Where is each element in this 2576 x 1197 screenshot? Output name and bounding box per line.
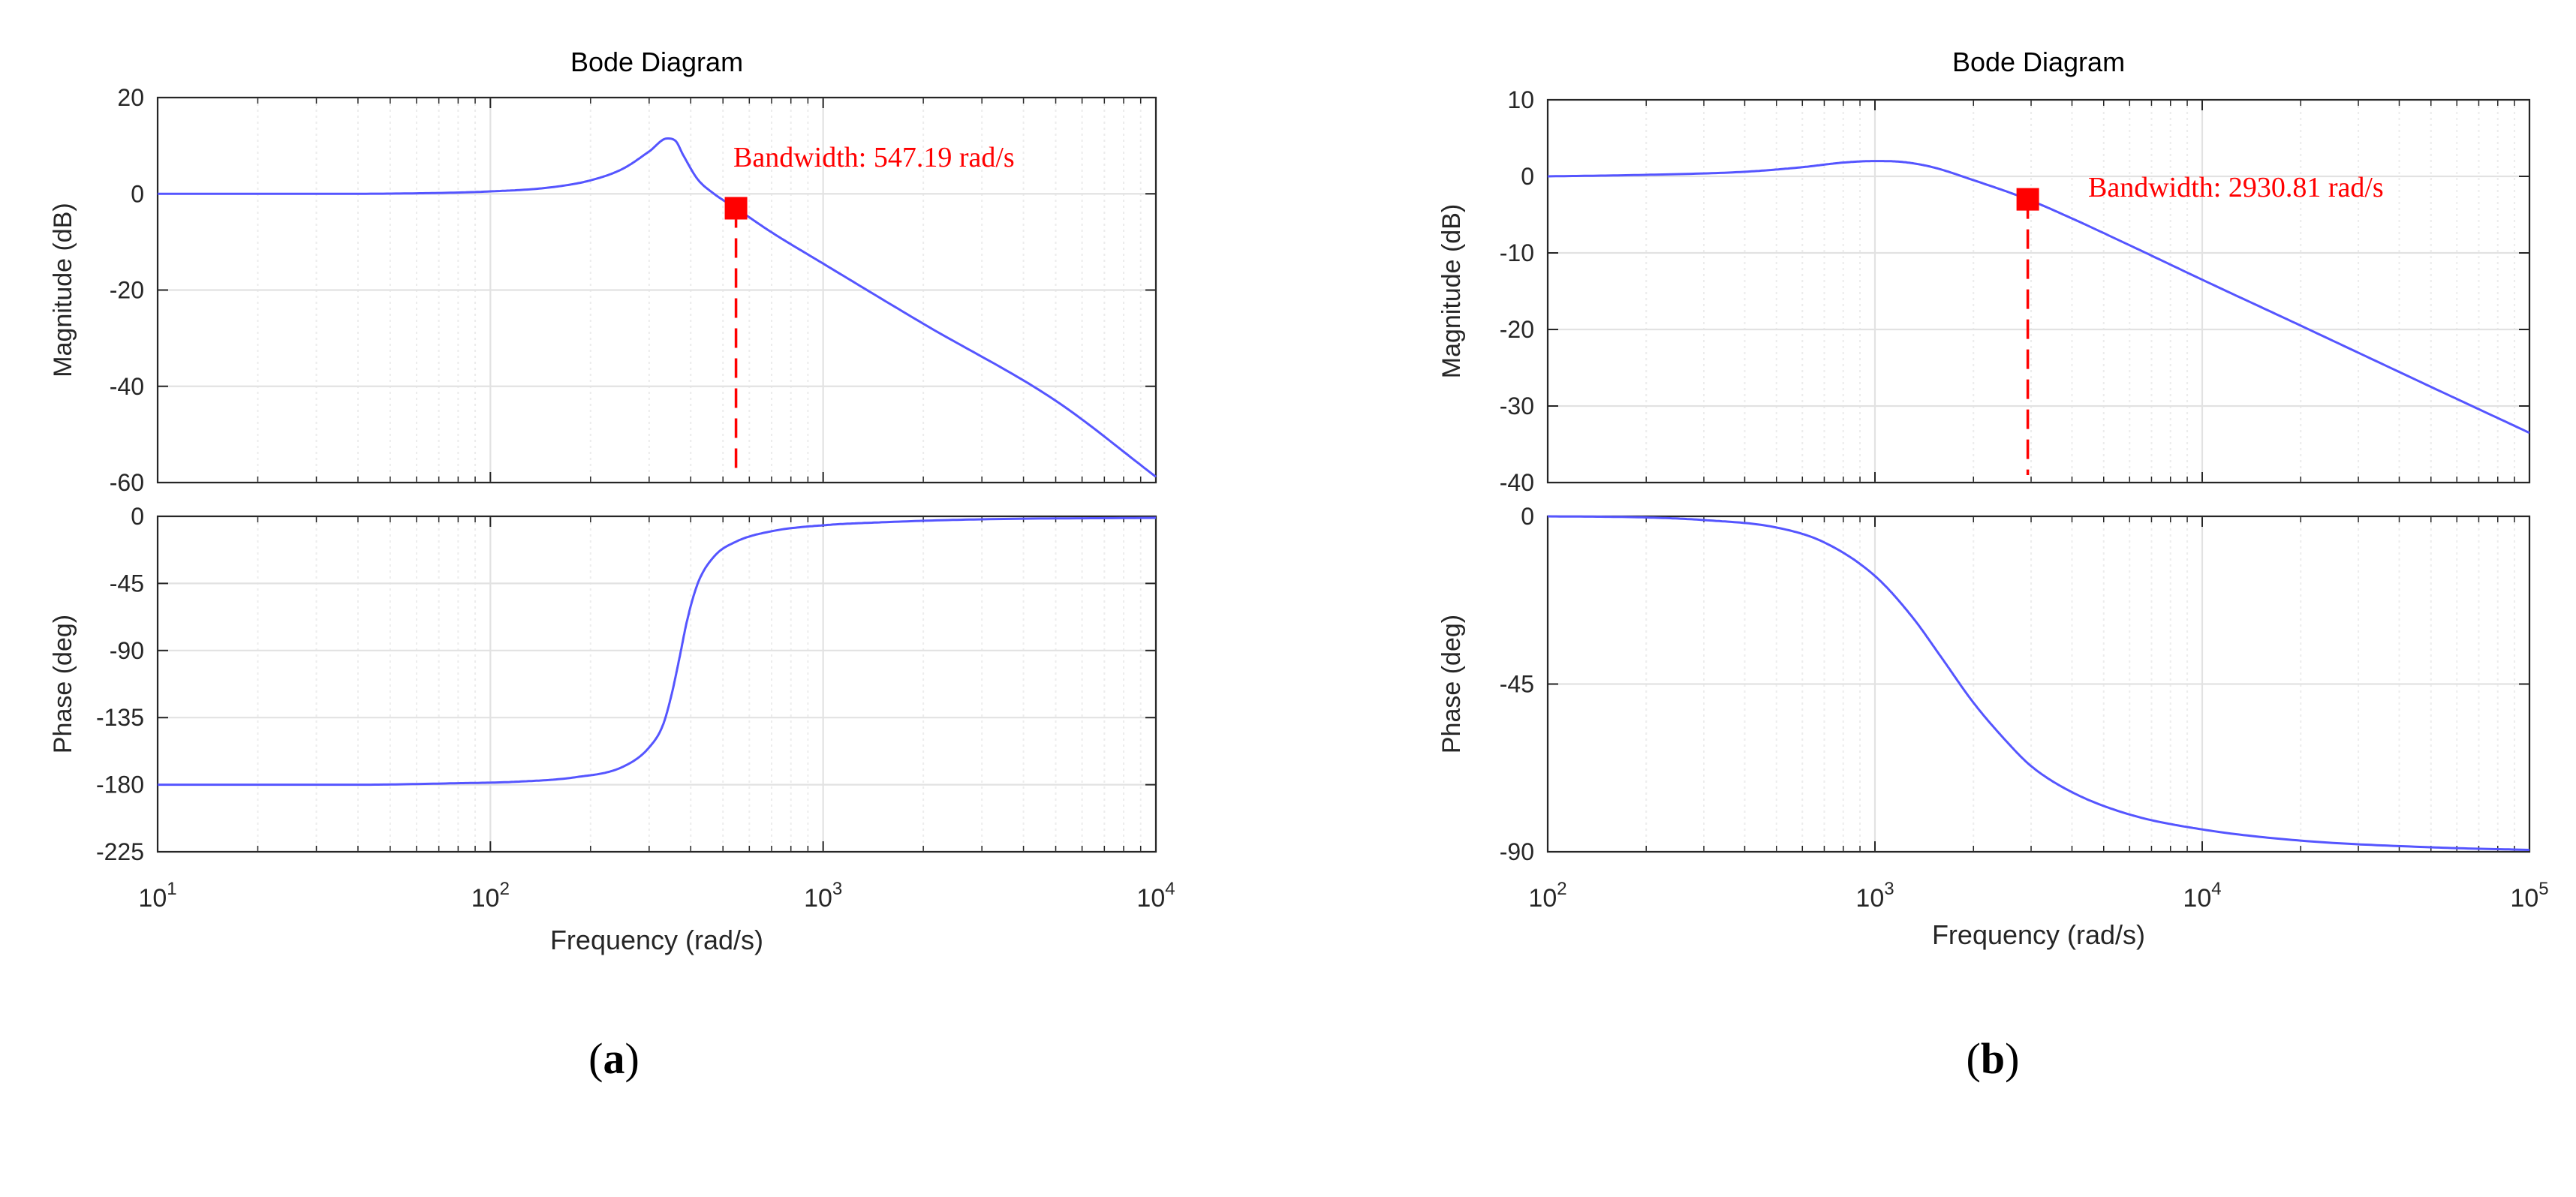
phase-y-tick-label: -180 xyxy=(96,771,144,799)
chart-0-x-axis-label: Frequency (rad/s) xyxy=(550,925,763,955)
magnitude-y-tick-label: 0 xyxy=(1521,163,1534,190)
magnitude-y-axis-label: Magnitude (dB) xyxy=(49,203,77,377)
phase-y-axis-label: Phase (deg) xyxy=(1437,615,1466,753)
bandwidth-marker xyxy=(724,197,748,220)
chart-0-title: Bode Diagram xyxy=(570,47,743,77)
bandwidth-label: Bandwidth: 547.19 rad/s xyxy=(733,142,1015,173)
x-tick-label: 102 xyxy=(471,879,510,913)
phase-y-tick-label: -135 xyxy=(96,704,144,731)
x-tick-label: 104 xyxy=(2183,879,2221,913)
phase-series-line xyxy=(1547,515,2530,851)
magnitude-y-tick-label: 20 xyxy=(117,84,144,111)
phase-y-tick-label: -225 xyxy=(96,838,144,865)
magnitude-series-line xyxy=(158,137,1157,478)
magnitude-y-tick-label: -60 xyxy=(110,469,144,496)
x-tick-label: 103 xyxy=(1855,879,1894,913)
caption-0: (a) xyxy=(588,1034,639,1083)
magnitude-axes-frame xyxy=(156,96,1157,484)
phase-axes-frame xyxy=(1546,515,2531,853)
x-tick-label: 103 xyxy=(804,879,842,913)
x-tick-label: 102 xyxy=(1528,879,1566,913)
bandwidth-label: Bandwidth: 2930.81 rad/s xyxy=(2088,172,2384,203)
phase-y-axis-label: Phase (deg) xyxy=(49,615,77,753)
magnitude-y-tick-label: -40 xyxy=(110,373,144,400)
magnitude-y-tick-label: 10 xyxy=(1507,86,1534,113)
x-tick-label: 105 xyxy=(2510,879,2548,913)
chart-1-title: Bode Diagram xyxy=(1952,47,2125,77)
panel-0-phase: 0 -45 -90 -135 -180 -225 Phase (deg) 101 102 103 1… xyxy=(49,503,1175,913)
phase-y-tick-label: 0 xyxy=(1521,503,1534,530)
phase-y-tick-label: -90 xyxy=(1500,838,1534,865)
phase-y-tick-label: -45 xyxy=(1500,671,1534,698)
phase-axes-frame xyxy=(156,515,1157,853)
phase-series-line xyxy=(158,516,1157,786)
magnitude-y-tick-label: -20 xyxy=(110,277,144,304)
magnitude-y-tick-label: -40 xyxy=(1500,469,1534,496)
panel-1-phase: 0 -45 -90 Phase (deg) 102 103 104 105 xyxy=(1437,503,2549,913)
caption-1: (b) xyxy=(1967,1034,2020,1083)
panel-1-magnitude: 10 0 -10 -20 -30 -40 Magnitude (dB) xyxy=(1437,86,2531,496)
phase-plot-area xyxy=(158,516,1156,852)
magnitude-y-tick-label: -20 xyxy=(1500,316,1534,343)
magnitude-y-tick-label: 0 xyxy=(131,180,144,207)
phase-y-tick-label: 0 xyxy=(131,503,144,530)
x-tick-label: 104 xyxy=(1136,879,1175,913)
magnitude-y-tick-label: -10 xyxy=(1500,239,1534,266)
x-tick-label: 101 xyxy=(138,879,176,913)
phase-y-tick-label: -45 xyxy=(110,570,144,597)
magnitude-axes-frame xyxy=(1546,98,2531,484)
magnitude-y-tick-label: -30 xyxy=(1500,392,1534,420)
magnitude-series-line xyxy=(1547,160,2530,435)
chart-1-x-axis-label: Frequency (rad/s) xyxy=(1932,919,2145,950)
bandwidth-marker xyxy=(2016,188,2039,211)
magnitude-plot-area xyxy=(1548,100,2529,483)
phase-y-tick-label: -90 xyxy=(110,637,144,664)
panel-0-magnitude: 20 0 -20 -40 -60 Magnitude (dB) xyxy=(49,84,1157,496)
magnitude-y-axis-label: Magnitude (dB) xyxy=(1437,204,1466,378)
